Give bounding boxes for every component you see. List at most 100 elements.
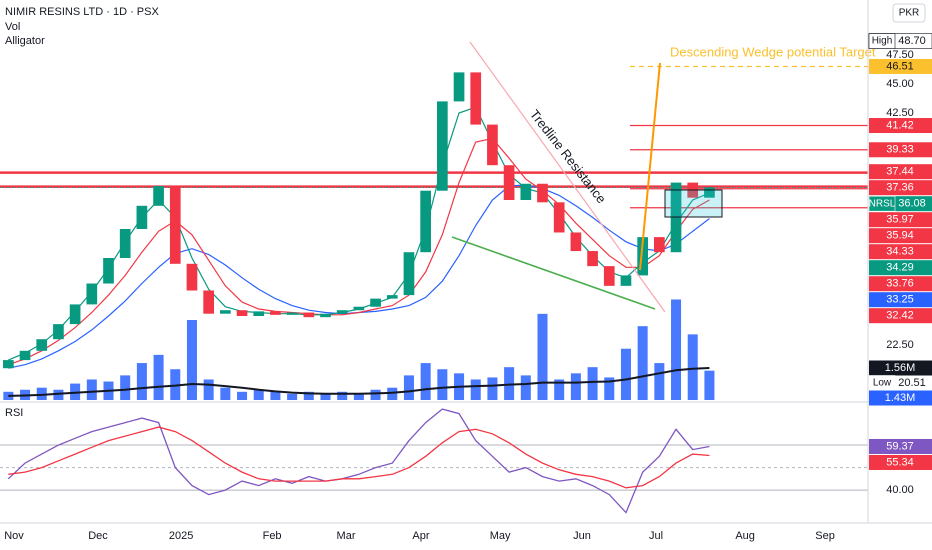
volume-bar [520, 375, 531, 400]
price-tag [869, 212, 932, 228]
price-tag-label: 34.29 [886, 262, 914, 274]
candle-body [370, 298, 381, 307]
x-tick-label: 2025 [169, 530, 193, 542]
price-tag [869, 390, 932, 406]
price-tag-prefix: NRSL [869, 198, 896, 209]
price-tag-label: 55.34 [886, 456, 914, 468]
price-tag [869, 360, 932, 376]
volume-bar [86, 379, 97, 400]
indicator-legend: Alligator [5, 35, 45, 47]
volume-bar [687, 334, 698, 400]
price-tag [869, 228, 932, 244]
volume-bar [136, 363, 147, 400]
candle-body [86, 283, 98, 305]
target-projection [639, 62, 661, 271]
price-tag [869, 118, 932, 134]
currency-box[interactable] [892, 3, 926, 23]
candle-body [236, 310, 248, 317]
price-tag-label: 39.33 [886, 144, 914, 156]
price-tag-prefix-box [868, 33, 896, 49]
price-tag [869, 438, 932, 454]
currency[interactable]: PKR [899, 8, 920, 19]
candle-body [69, 304, 81, 325]
candle-body [537, 183, 548, 203]
price-tag [869, 244, 932, 260]
x-tick-label: May [490, 530, 511, 542]
price-axis: Nov Dec 2025 Feb Mar Apr May Jun Jul Aug Sep 22.50 2… [4, 33, 932, 542]
price-tag-label: 20.51 [898, 377, 926, 389]
candle-body [453, 72, 465, 102]
volume-bar [420, 363, 431, 400]
candle-body [303, 312, 315, 318]
candle-body [36, 339, 48, 351]
x-tick-label: Sep [815, 530, 835, 542]
volume-bar [153, 354, 164, 400]
volume-bar [620, 348, 631, 400]
rsi-line [7, 408, 710, 514]
annotation: Descending Wedge potential Target [670, 44, 876, 59]
consolidation-box [664, 189, 723, 218]
volume-bar [437, 369, 448, 400]
price-tag-label: 37.44 [886, 166, 914, 178]
y-tick-label: 45.00 [886, 78, 914, 90]
x-tick-label: Dec [88, 530, 108, 542]
price-tag-label: 1.56M [885, 362, 916, 374]
price-tag [869, 292, 932, 308]
candle-body [487, 124, 498, 166]
candle-body [320, 313, 331, 318]
price-tag-label: 35.94 [886, 230, 914, 242]
volume-bar [470, 379, 481, 400]
candle-body [136, 205, 148, 230]
volume-bar [303, 391, 314, 400]
volume-bar [70, 383, 81, 400]
price-tag-prefix: Low [873, 378, 892, 389]
volume-bar [604, 377, 615, 400]
price-tag-label: 1.43M [885, 392, 916, 404]
price-tag-label: 33.76 [886, 278, 914, 290]
candle-body [654, 237, 665, 253]
candle-body [103, 258, 114, 284]
volume-legend: Vol [5, 21, 20, 33]
price-tag [869, 180, 932, 196]
candle-body [620, 275, 632, 286]
price-tag [869, 164, 932, 180]
volume-bar [120, 375, 131, 400]
candle-body [220, 310, 231, 314]
volume-bar [704, 370, 715, 400]
price-tag-label: 35.97 [886, 214, 914, 226]
candle-body [704, 187, 715, 198]
price-tag [869, 454, 932, 470]
candle-body [169, 186, 181, 264]
y-tick-label: 47.50 [886, 49, 914, 61]
candle-body [470, 72, 482, 125]
volume-bar [587, 367, 598, 400]
price-tag-label: 33.25 [886, 294, 914, 306]
price-tag [869, 308, 932, 324]
symbol-title: NIMIR RESINS LTD · 1D · PSX [5, 6, 159, 18]
candle-body [637, 237, 648, 276]
volume-bar [504, 367, 515, 400]
volume-bar [671, 299, 682, 400]
volume-bar [203, 379, 214, 400]
volume-bar [554, 379, 565, 400]
candle-body [53, 324, 64, 340]
x-tick-label: Jul [649, 530, 663, 542]
price-tag-prefix: High [872, 36, 893, 47]
candle-body [587, 251, 598, 267]
rsi-line [8, 426, 710, 489]
volume-ma [8, 367, 710, 397]
candle-body [386, 295, 398, 299]
candle-body [270, 311, 281, 315]
volume-bar [320, 393, 331, 400]
candle-body [203, 290, 214, 314]
candle-body [353, 306, 365, 311]
volume-bar [253, 389, 264, 400]
volume-bar [337, 391, 348, 400]
price-tag-label: 32.42 [886, 310, 914, 322]
candle-body [603, 266, 615, 286]
candle-body [336, 310, 348, 314]
volume-bar [237, 391, 248, 400]
volume-bar [36, 387, 47, 400]
plot-area [0, 65, 868, 514]
